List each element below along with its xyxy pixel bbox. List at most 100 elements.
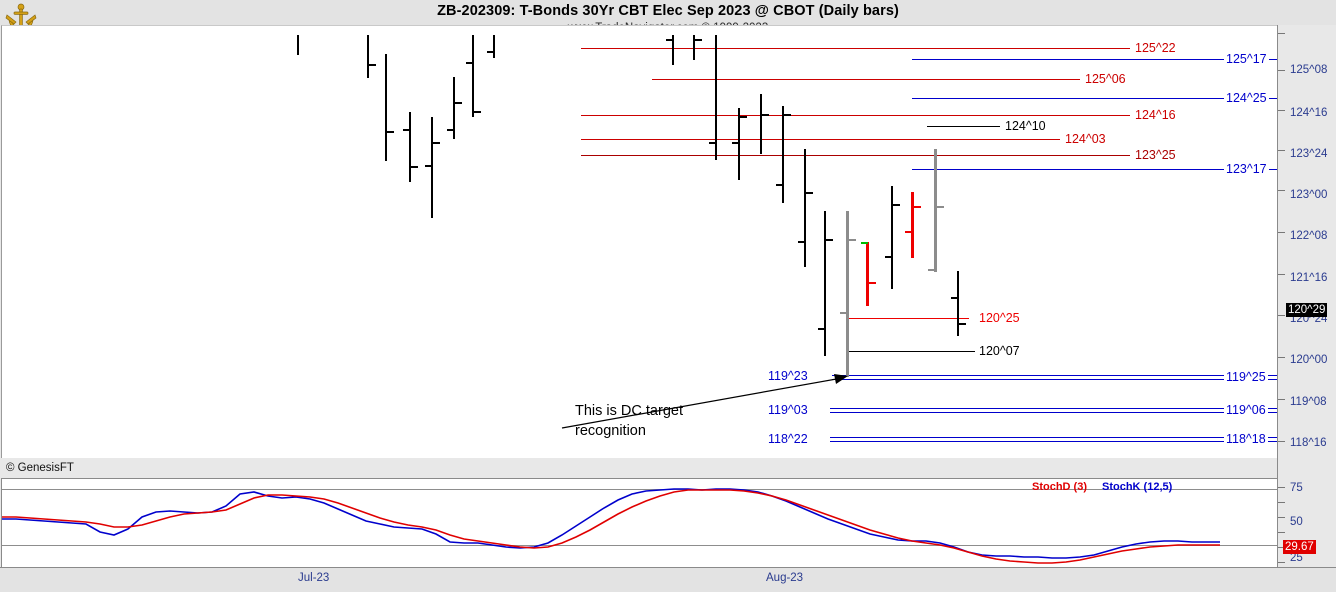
- axis-label-121-16: 121^16: [1290, 272, 1328, 284]
- axis-label-125-08: 125^08: [1290, 64, 1328, 76]
- ohlc-open-tick: [905, 231, 912, 233]
- axis-tick: [1278, 357, 1285, 358]
- ohlc-bar-gray: [846, 211, 849, 377]
- annotation-line-2: recognition: [575, 423, 646, 439]
- ohlc-close-tick: [826, 239, 833, 241]
- price-axis[interactable]: 125^08 124^16 123^24 123^00 122^08 121^1…: [1277, 25, 1336, 567]
- level-label-125-17: 125^17: [1224, 52, 1269, 66]
- ohlc-close-tick: [762, 114, 769, 116]
- ohlc-close-tick: [849, 239, 856, 241]
- level-line-119-03: [830, 408, 1278, 409]
- axis-tick: [1278, 532, 1285, 533]
- level-line-124-03: [581, 139, 1060, 140]
- axis-tick: [1278, 274, 1285, 275]
- level-label-118-22: 118^22: [768, 432, 808, 446]
- page-title: ZB-202309: T-Bonds 30Yr CBT Elec Sep 202…: [437, 3, 899, 19]
- ohlc-open-tick: [425, 165, 432, 167]
- level-label-124-10: 124^10: [1005, 119, 1046, 133]
- level-label-125-06: 125^06: [1085, 72, 1126, 86]
- ohlc-open-tick: [885, 256, 892, 258]
- watermark-band: [0, 458, 1336, 478]
- ohlc-close-tick: [937, 206, 944, 208]
- level-label-119-23: 119^23: [768, 369, 808, 383]
- ohlc-bar: [760, 94, 762, 154]
- axis-tick: [1278, 315, 1285, 316]
- genesis-watermark: © GenesisFT: [6, 462, 74, 474]
- stoch-d-line: [2, 489, 1220, 564]
- level-label-124-16: 124^16: [1135, 108, 1176, 122]
- ohlc-open-tick: [776, 184, 783, 186]
- annotation-arrow-icon: [561, 374, 848, 429]
- stochastic-indicator-pane[interactable]: StochD (3) StochK (12,5): [1, 478, 1278, 568]
- ohlc-open-tick: [818, 328, 825, 330]
- axis-tick: [1278, 517, 1285, 518]
- level-line-125-17: [912, 59, 1278, 60]
- annotation-line-1: This is DC target: [575, 403, 683, 419]
- ohlc-open-tick: [487, 51, 494, 53]
- ohlc-close-tick: [455, 102, 462, 104]
- axis-tick: [1278, 487, 1285, 488]
- axis-tick: [1278, 547, 1285, 548]
- ohlc-close-tick: [869, 282, 876, 284]
- axis-tick: [1278, 399, 1285, 400]
- ohlc-bar: [409, 112, 411, 182]
- current-price-badge: 120^29: [1286, 303, 1328, 317]
- level-label-120-07: 120^07: [979, 344, 1020, 358]
- ohlc-bar-gray: [934, 149, 937, 272]
- stoch-d-legend: StochD (3): [1032, 481, 1087, 493]
- date-axis: Jul-23 Aug-23: [0, 567, 1336, 592]
- ohlc-open-tick: [403, 129, 410, 131]
- level-label-124-03: 124^03: [1065, 132, 1106, 146]
- ohlc-close-tick: [411, 166, 418, 168]
- axis-tick: [1278, 70, 1285, 71]
- indicator-gridline-25: [2, 545, 1278, 546]
- ohlc-open-tick: [798, 241, 805, 243]
- date-label-aug-23: Aug-23: [766, 572, 804, 584]
- ohlc-bar: [824, 211, 826, 356]
- ohlc-open-tick: [732, 142, 739, 144]
- level-line-123-25: [581, 155, 1130, 156]
- ohlc-open-tick-green: [861, 242, 868, 244]
- axis-label-122-08: 122^08: [1290, 230, 1328, 242]
- ohlc-bar: [782, 106, 784, 203]
- ohlc-close-tick: [695, 39, 702, 41]
- level-label-125-22: 125^22: [1135, 41, 1176, 55]
- level-line-125-22: [581, 48, 1130, 49]
- ohlc-bar: [385, 54, 387, 161]
- axis-tick: [1278, 562, 1285, 563]
- level-line-120-07: [847, 351, 975, 352]
- level-line-124-16: [581, 115, 1130, 116]
- axis-label-120-00: 120^00: [1290, 354, 1328, 366]
- level-label-123-17: 123^17: [1224, 162, 1269, 176]
- axis-label-123-24: 123^24: [1290, 148, 1328, 160]
- level-line-119-06: [830, 412, 1278, 413]
- level-line-124-10: [927, 126, 1000, 127]
- indicator-current-value-badge: 29.67: [1283, 540, 1316, 554]
- indicator-axis-label-50: 50: [1290, 516, 1303, 528]
- ohlc-close-tick: [914, 206, 921, 208]
- axis-tick: [1278, 33, 1285, 34]
- axis-tick: [1278, 110, 1285, 111]
- axis-tick: [1278, 502, 1285, 503]
- indicator-gridline-75: [2, 489, 1278, 490]
- level-line-124-25: [912, 98, 1278, 99]
- ohlc-close-tick: [740, 116, 747, 118]
- level-line-118-22: [830, 437, 1278, 438]
- axis-tick: [1278, 190, 1285, 191]
- axis-tick: [1278, 150, 1285, 151]
- price-chart-pane[interactable]: 125^22 125^06 124^16 124^10 124^03 123^2…: [1, 25, 1278, 476]
- axis-label-119-08: 119^08: [1290, 396, 1327, 408]
- ohlc-bar: [367, 35, 369, 78]
- ohlc-open-tick: [666, 39, 673, 41]
- axis-tick: [1278, 232, 1285, 233]
- axis-tick: [1278, 441, 1285, 442]
- ohlc-open-tick: [951, 297, 958, 299]
- level-label-119-03: 119^03: [768, 403, 808, 417]
- level-line-119-25: [832, 379, 1278, 380]
- ohlc-bar: [472, 35, 474, 117]
- axis-label-118-16: 118^16: [1290, 437, 1327, 449]
- ohlc-open-tick: [840, 312, 847, 314]
- ohlc-bar: [715, 35, 717, 160]
- ohlc-bar: [693, 35, 695, 60]
- ohlc-bar: [957, 271, 959, 336]
